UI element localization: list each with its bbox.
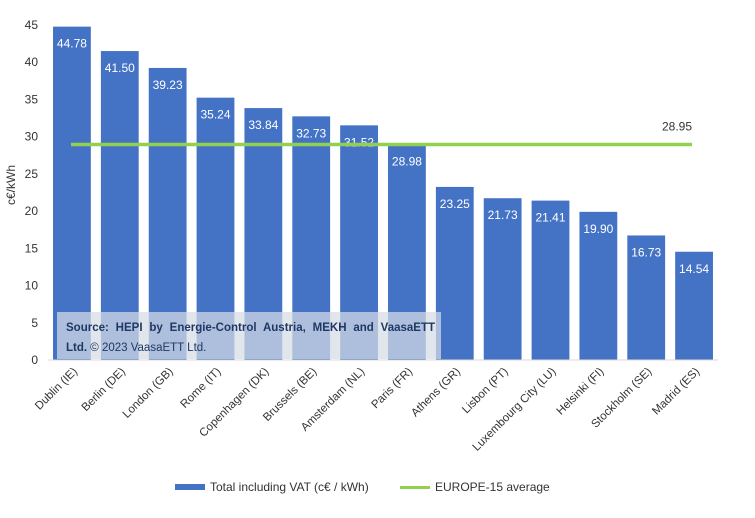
- source-line-2: Ltd. © 2023 VaasaETT Ltd.: [66, 342, 206, 354]
- bar-value-label: 31.52: [344, 135, 374, 149]
- y-axis: 0 5 10 15 20 25 30 35 40 45: [25, 18, 39, 367]
- bar-value-label: 21.73: [488, 208, 518, 222]
- legend-swatch-average: [400, 485, 430, 489]
- bar: [53, 26, 91, 360]
- y-tick-label: 35: [25, 92, 39, 106]
- legend-label-average: EUROPE-15 average: [435, 480, 550, 494]
- bar: [483, 198, 522, 360]
- x-tick-label: Paris (FR): [370, 366, 416, 412]
- bar: [148, 67, 187, 361]
- bar: [435, 186, 474, 360]
- source-line-2-rest: © 2023 VaasaETT Ltd.: [87, 342, 207, 354]
- y-tick-label: 15: [25, 241, 39, 255]
- legend-item-average: EUROPE-15 average: [400, 480, 550, 494]
- bar: [627, 235, 666, 360]
- y-tick-label: 20: [25, 204, 39, 218]
- x-tick-label: Dublin (IE): [33, 366, 80, 413]
- y-tick-label: 40: [25, 55, 39, 69]
- source-line-1: Source: HEPI by Energie-Control Austria,…: [66, 322, 435, 334]
- bar-value-label: 19.90: [583, 222, 613, 236]
- legend-swatch-bars: [175, 484, 205, 490]
- x-tick-label: Athens (GR): [409, 366, 463, 420]
- legend-item-bars: Total including VAT (c€ / kWh): [175, 480, 369, 494]
- bar: [579, 211, 618, 360]
- bar: [531, 200, 570, 360]
- bar-value-label: 14.54: [679, 262, 709, 276]
- y-tick-label: 5: [31, 316, 38, 330]
- bar-value-label: 23.25: [440, 197, 470, 211]
- bar-value-label: 21.41: [535, 211, 565, 225]
- x-tick-label: Berlin (DE): [80, 366, 128, 414]
- bar-value-label: 39.23: [153, 78, 183, 92]
- x-tick-label: London (GB): [121, 366, 176, 421]
- y-tick-label: 45: [25, 18, 39, 32]
- source-note: Source: HEPI by Energie-Control Austria,…: [57, 312, 441, 359]
- x-tick-label: Madrid (ES): [650, 366, 702, 418]
- x-tick-label: Rome (IT): [179, 366, 224, 411]
- bar-chart: 0 5 10 15 20 25 30 35 40 45 44.78 41.50 39.23 35.24 3…: [4, 18, 718, 454]
- source-line-2-bold: Ltd.: [66, 342, 88, 354]
- bar-value-label: 28.98: [392, 154, 422, 168]
- x-tick-label: Lisbon (PT): [460, 366, 511, 417]
- bar: [100, 51, 139, 361]
- y-tick-label: 25: [25, 167, 39, 181]
- y-tick-label: 0: [31, 353, 38, 367]
- x-axis: Dublin (IE) Berlin (DE)London (GB) Rome (I…: [33, 359, 718, 454]
- bar-value-label: 35.24: [200, 108, 230, 122]
- bar-value-label: 44.78: [57, 37, 87, 51]
- y-tick-label: 30: [25, 130, 39, 144]
- bar-value-label: 32.73: [296, 126, 326, 140]
- y-axis-label: c€/kWh: [4, 165, 18, 205]
- bar: [675, 251, 713, 360]
- y-tick-label: 10: [25, 279, 39, 293]
- average-line-group: 28.95: [71, 119, 692, 147]
- legend-label-bars: Total including VAT (c€ / kWh): [210, 480, 369, 494]
- average-line-label: 28.95: [662, 119, 692, 133]
- bar-value-label: 16.73: [631, 245, 661, 259]
- bar-value-label: 33.84: [248, 118, 278, 132]
- bars-group: 44.78 41.50 39.23 35.24 33.84 32.73 31.52 28.98…: [53, 26, 713, 361]
- x-tick-label: Luxembourg City (LU): [471, 366, 559, 454]
- legend: Total including VAT (c€ / kWh) EUROPE-15…: [0, 480, 755, 498]
- bar-value-label: 41.50: [105, 61, 135, 75]
- x-tick-label: Helsinki (FI): [555, 366, 607, 418]
